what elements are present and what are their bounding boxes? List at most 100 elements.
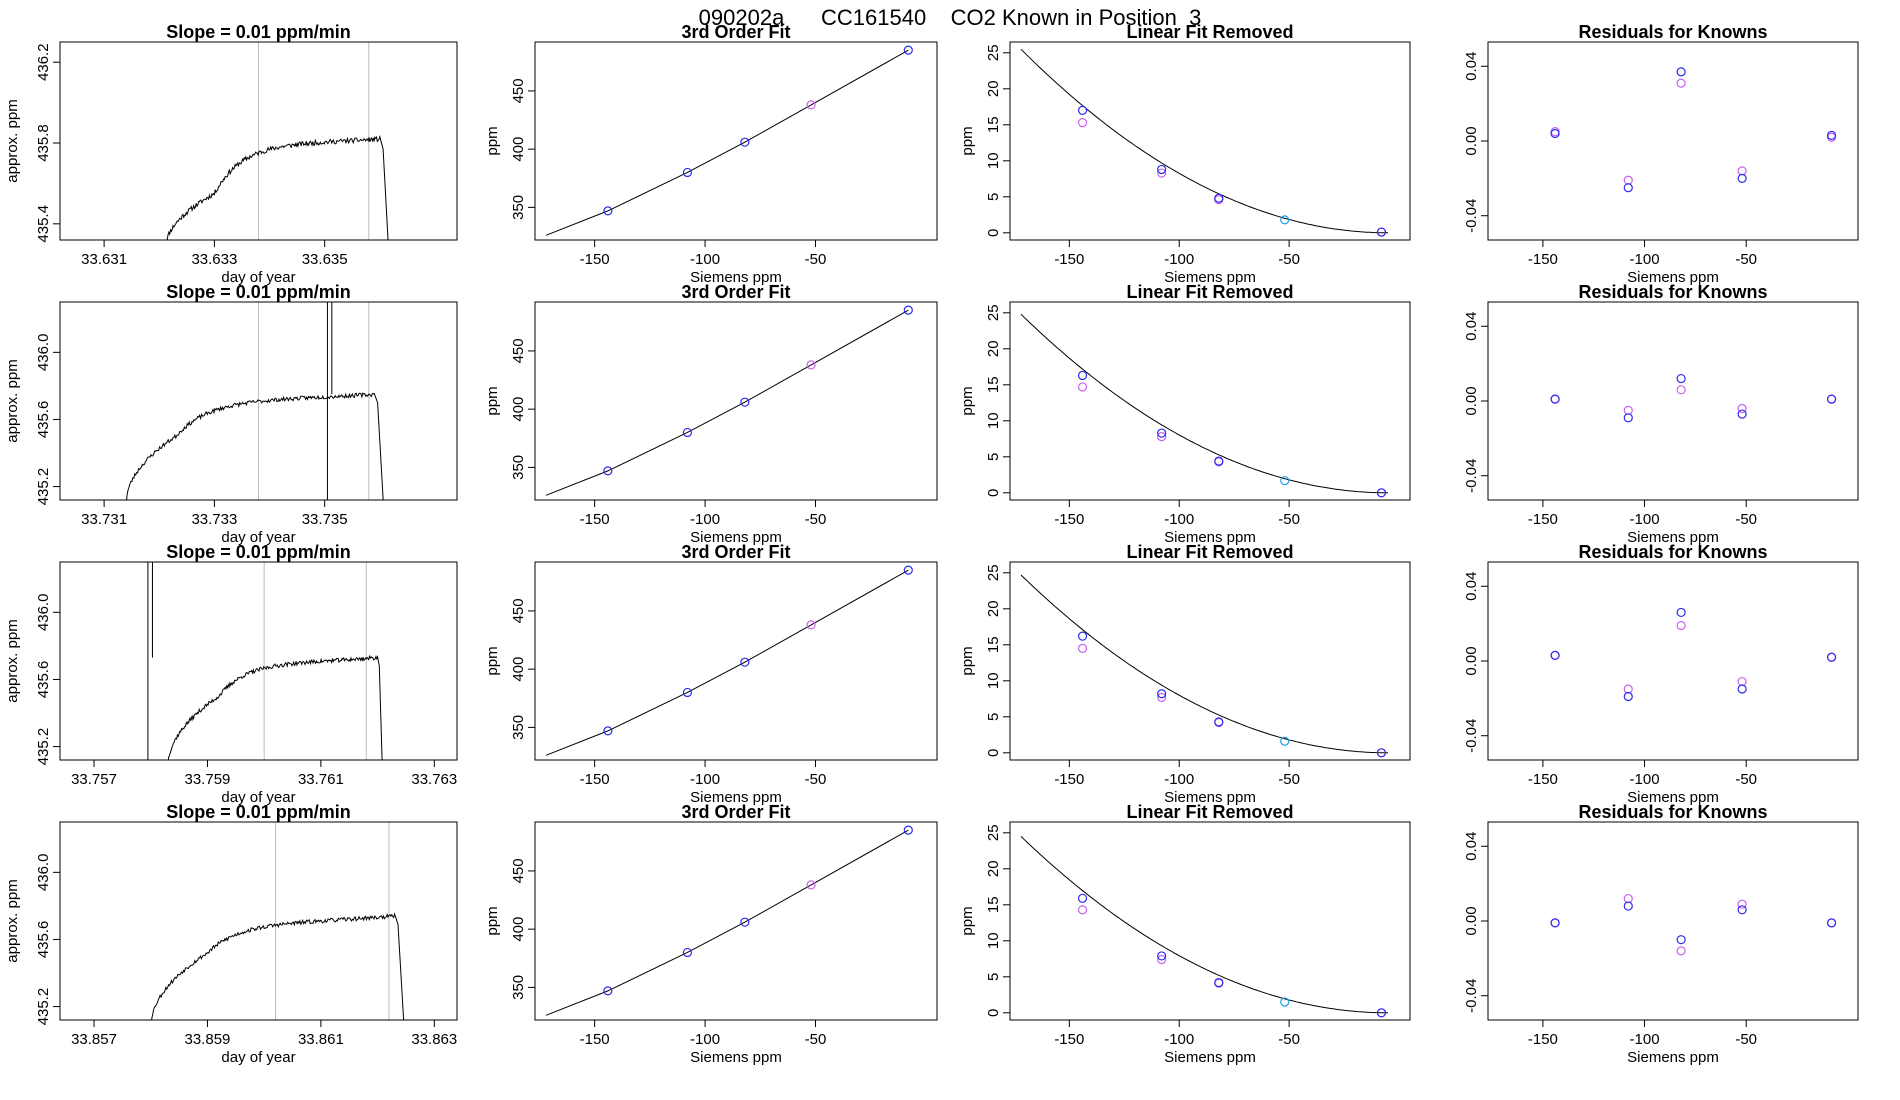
y-tick-label: 436.0: [35, 594, 52, 632]
data-point-blue: [1376, 227, 1387, 237]
panel-time-row4: Slope = 0.01 ppm/min 33.857 33.859 33.861 33…: [4, 802, 458, 1066]
panel-fit3-row2: 3rd Order Fit -150 -100 -50 350 400 450 Siemens…: [484, 282, 938, 546]
data-point-blue: [1077, 631, 1088, 641]
x-tick-label: -50: [1278, 1031, 1300, 1048]
x-tick-label: -100: [1164, 251, 1194, 268]
y-tick-label: 20: [985, 340, 1002, 357]
panel-resid-row2: Residuals for Knowns -150 -100 -50 -0.04 0.00…: [1463, 282, 1859, 546]
x-tick-label: 33.859: [185, 1031, 231, 1048]
x-tick-label: -50: [1735, 511, 1757, 528]
y-tick-label: 5: [985, 973, 1002, 981]
plot-area: [126, 302, 384, 500]
y-tick-label: 400: [510, 657, 527, 682]
y-tick-label: 25: [985, 44, 1002, 61]
y-tick-label: -0.04: [1463, 979, 1480, 1013]
y-tick-label: 10: [985, 932, 1002, 949]
data-point-blue: [1623, 413, 1633, 423]
x-tick-label: -150: [1528, 251, 1558, 268]
data-point-magenta: [1157, 954, 1167, 965]
x-tick-label: -50: [805, 1031, 827, 1048]
x-tick-label: -100: [1630, 771, 1660, 788]
y-tick-label: 15: [985, 376, 1002, 393]
plot-frame: [59, 821, 458, 1021]
data-point: [682, 167, 693, 178]
y-tick-label: 435.2: [35, 988, 52, 1026]
y-tick-label: 350: [510, 195, 527, 220]
data-point-cyan: [1280, 215, 1290, 225]
y-tick-label: 435.2: [35, 728, 52, 766]
x-tick-label: -100: [690, 771, 720, 788]
y-tick-label: 5: [985, 713, 1002, 721]
data-point-magenta: [1623, 405, 1633, 415]
data-point-blue: [1550, 394, 1560, 404]
figure-title: 090202a CC161540 CO2 Known in Position 3: [699, 5, 1202, 30]
y-tick-label: 436.0: [35, 334, 52, 372]
fit-curve: [1020, 836, 1388, 1014]
x-tick-label: -50: [1735, 251, 1757, 268]
panel-resid-row4: Residuals for Knowns -150 -100 -50 -0.04 0.00…: [1463, 802, 1859, 1066]
x-tick-label: -100: [1630, 251, 1660, 268]
plot-area: [1020, 313, 1388, 498]
data-point-blue: [1826, 918, 1837, 928]
data-point-blue: [1214, 456, 1224, 466]
y-tick-label: 436.0: [35, 854, 52, 892]
panel-fit3-row4: 3rd Order Fit -150 -100 -50 350 400 450 Siemens…: [484, 802, 938, 1066]
panel-linrem-row3: Linear Fit Removed -150 -100 -50 0 5 10 15 20 25 S…: [959, 542, 1411, 806]
y-tick-label: 350: [510, 455, 527, 480]
plot-area: [1550, 67, 1837, 193]
plot-frame: [1009, 41, 1411, 241]
x-tick-label: -50: [1278, 771, 1300, 788]
plot-frame: [1487, 561, 1859, 761]
fit-curve: [545, 309, 909, 496]
panel-resid-row3: Residuals for Knowns -150 -100 -50 -0.04 0.00…: [1463, 542, 1859, 806]
data-point-blue: [1157, 164, 1167, 175]
plot-frame: [1487, 301, 1859, 501]
panel-title: Slope = 0.01 ppm/min: [166, 282, 351, 302]
panel-title: Slope = 0.01 ppm/min: [166, 22, 351, 42]
y-tick-label: 0.04: [1463, 832, 1480, 861]
plot-area: [1020, 836, 1388, 1018]
x-axis-label: day of year: [221, 1049, 295, 1066]
data-point: [740, 397, 750, 407]
x-axis-label: Siemens ppm: [690, 789, 782, 806]
plot-frame: [534, 41, 938, 241]
x-axis-label: Siemens ppm: [1164, 789, 1256, 806]
x-tick-label: 33.861: [298, 1031, 344, 1048]
plot-frame: [1009, 561, 1411, 761]
data-point-magenta: [1077, 643, 1088, 654]
data-point-magenta: [1737, 403, 1747, 414]
x-tick-label: 33.735: [302, 511, 348, 528]
y-tick-label: 450: [510, 338, 527, 363]
x-axis-label: Siemens ppm: [1627, 269, 1719, 286]
plot-area: [545, 45, 913, 236]
panel-title: 3rd Order Fit: [681, 542, 790, 562]
y-tick-label: 435.6: [35, 921, 52, 959]
x-tick-label: 33.631: [81, 251, 127, 268]
plot-area: [166, 42, 389, 240]
fit-curve: [1020, 574, 1388, 754]
panel-time-row2: Slope = 0.01 ppm/min 33.731 33.733 33.735 43…: [4, 282, 458, 546]
y-axis-label: ppm: [484, 906, 501, 935]
data-point-cyan: [1280, 997, 1290, 1007]
y-axis-label: ppm: [484, 646, 501, 675]
x-tick-label: -50: [1278, 511, 1300, 528]
data-point-blue: [1550, 650, 1560, 660]
y-tick-label: 435.4: [35, 205, 52, 243]
y-tick-label: 450: [510, 598, 527, 623]
data-point: [806, 100, 816, 110]
y-tick-label: 400: [510, 397, 527, 422]
x-tick-label: -150: [1054, 251, 1084, 268]
fit-curve: [545, 569, 909, 756]
y-tick-label: 0: [985, 749, 1002, 757]
x-tick-label: 33.731: [81, 511, 127, 528]
plot-area: [1020, 48, 1388, 237]
plot-frame: [534, 301, 938, 501]
data-point: [682, 947, 693, 958]
x-tick-label: -50: [1278, 251, 1300, 268]
x-tick-label: 33.733: [191, 511, 237, 528]
y-tick-label: 20: [985, 80, 1002, 97]
plot-frame: [59, 561, 458, 761]
x-tick-label: -150: [580, 511, 610, 528]
y-tick-label: 15: [985, 636, 1002, 653]
data-point-blue: [1077, 370, 1088, 381]
